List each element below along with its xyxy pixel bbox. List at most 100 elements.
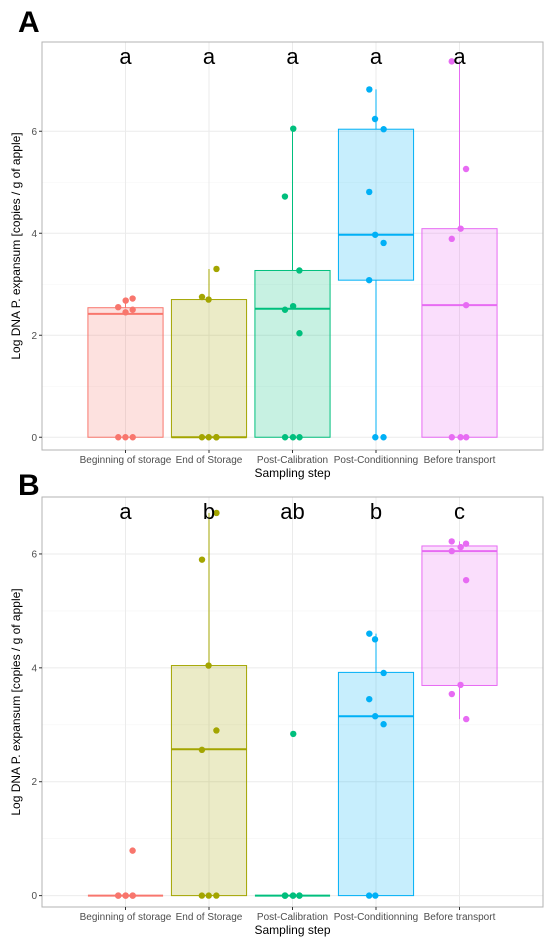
significance-letter: a (370, 44, 383, 69)
x-tick-label: End of Storage (176, 455, 243, 466)
y-tick-label: 6 (31, 127, 37, 138)
significance-letter: ab (280, 499, 304, 524)
box-body (337, 671, 415, 897)
data-point (129, 892, 136, 899)
x-tick-label: Post-Calibration (257, 912, 328, 923)
data-point (462, 165, 470, 173)
box-body (421, 545, 498, 686)
data-point (380, 126, 387, 133)
box-1 (87, 298, 164, 438)
data-point (289, 302, 297, 310)
data-point (380, 434, 387, 441)
data-point (448, 434, 456, 441)
data-point (372, 892, 379, 899)
data-point (213, 265, 220, 273)
data-point (213, 892, 220, 899)
panel-a: a a a a a 0 2 4 6 Beginning of storage End of Stor… (9, 6, 544, 480)
data-point (122, 434, 129, 441)
x-tick-label: Beginning of storage (80, 912, 172, 923)
data-point (457, 434, 464, 441)
data-point (122, 297, 129, 304)
box-4 (337, 633, 415, 897)
significance-letter: a (119, 44, 132, 69)
panel-label: A (18, 6, 40, 39)
data-point (122, 892, 129, 899)
y-tick-label: 4 (31, 229, 37, 240)
data-point (380, 721, 387, 728)
data-point (463, 434, 470, 441)
data-point (448, 235, 455, 243)
data-point (448, 538, 455, 545)
data-point (366, 630, 373, 637)
data-point (448, 547, 455, 555)
data-point (448, 690, 456, 698)
data-point (457, 543, 464, 551)
data-point (366, 86, 373, 93)
data-point (296, 267, 303, 274)
data-point (205, 434, 212, 441)
data-point (372, 434, 379, 441)
data-point (281, 434, 289, 441)
data-point (457, 225, 464, 232)
data-point (213, 727, 220, 734)
box-body (170, 299, 248, 438)
box-body (254, 269, 331, 438)
y-tick-label: 2 (31, 777, 37, 788)
box-3 (254, 128, 331, 438)
box-4 (337, 89, 415, 438)
significance-letter: c (454, 499, 465, 524)
data-point (205, 296, 212, 303)
x-tick-label: Post-Conditionning (334, 455, 419, 466)
data-point (371, 713, 379, 720)
box-5 (421, 541, 498, 720)
significance-letter: a (203, 44, 216, 69)
data-point (198, 434, 206, 441)
data-point (366, 695, 373, 703)
data-point (115, 892, 122, 899)
y-tick-label: 6 (31, 549, 37, 560)
box-body (87, 307, 164, 438)
data-point (198, 293, 206, 301)
y-axis-title: Log DNA P. expansum [copies / g of apple… (9, 132, 23, 359)
data-point (448, 58, 455, 65)
data-point (129, 434, 136, 441)
x-axis-title: Sampling step (254, 923, 330, 937)
data-point (122, 309, 129, 316)
data-point (281, 193, 289, 200)
box-body (170, 665, 248, 897)
data-point (366, 188, 373, 196)
data-point (290, 730, 297, 738)
data-point (380, 239, 387, 247)
y-tick-label: 2 (31, 331, 37, 342)
data-point (281, 306, 289, 313)
box-2 (170, 512, 248, 897)
data-point (281, 892, 289, 899)
data-point (289, 892, 297, 899)
data-point (371, 231, 379, 238)
y-tick-label: 4 (31, 663, 37, 674)
data-point (463, 715, 470, 723)
x-tick-label: Before transport (424, 455, 496, 466)
significance-letter: a (453, 44, 466, 69)
data-point (289, 434, 297, 441)
x-axis-title: Sampling step (254, 466, 330, 480)
x-tick-label: Post-Conditionning (334, 912, 419, 923)
data-point (462, 540, 470, 547)
data-point (129, 295, 136, 302)
data-point (371, 115, 379, 123)
data-point (205, 892, 212, 899)
box-body (337, 128, 415, 281)
x-tick-label: Post-Calibration (257, 455, 328, 466)
significance-letter: a (286, 44, 299, 69)
data-point (365, 276, 373, 284)
data-point (198, 892, 206, 899)
panel-label: B (18, 469, 40, 502)
data-point (462, 301, 470, 309)
data-point (296, 434, 303, 441)
y-tick-label: 0 (31, 891, 37, 902)
x-tick-label: End of Storage (176, 912, 243, 923)
data-point (213, 434, 220, 441)
y-tick-label: 0 (31, 433, 37, 444)
